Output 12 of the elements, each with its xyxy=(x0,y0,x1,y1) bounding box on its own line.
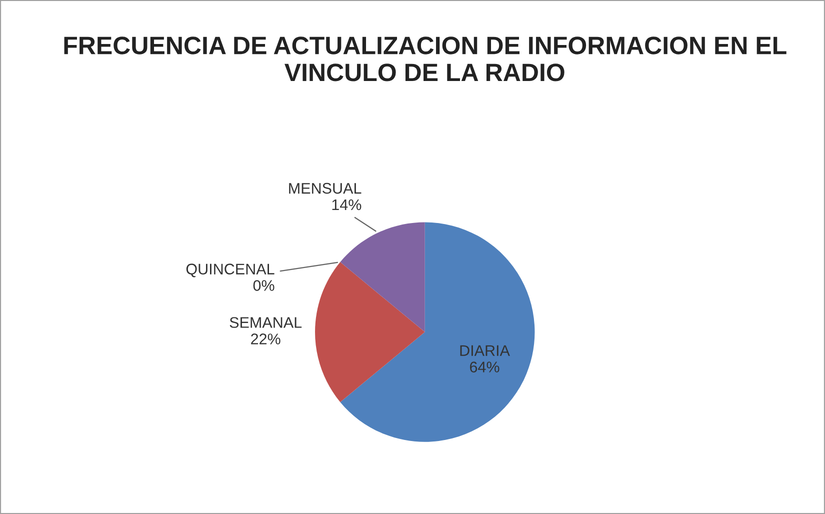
data-label: 22% xyxy=(251,334,280,344)
pie-slice xyxy=(340,222,425,332)
slice-label: MENSUAL xyxy=(289,182,362,194)
data-label: 64% xyxy=(470,362,500,372)
chart-title: FRECUENCIA DE ACTUALIZACION DE INFORMACION EN EL VINCULO DE LA RADIO xyxy=(64,36,786,82)
data-label: 14% xyxy=(332,199,362,210)
slice-label: DIARIA xyxy=(460,345,510,356)
slice-label: SEMANAL xyxy=(230,317,302,328)
pie-slice xyxy=(315,262,425,402)
pie-slice xyxy=(340,222,535,442)
legend-label: QUINCENAL xyxy=(186,264,274,278)
text: 0% xyxy=(253,280,274,291)
